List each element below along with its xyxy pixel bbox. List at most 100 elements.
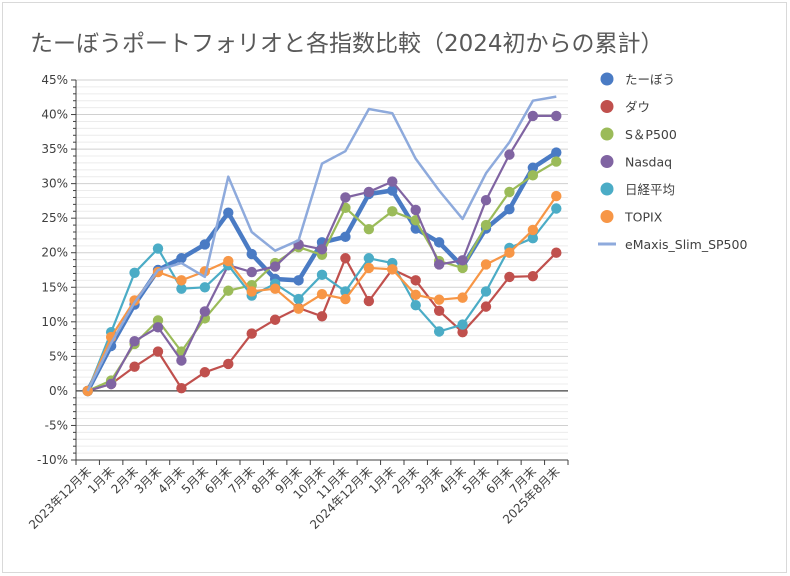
chart-title: たーぼうポートフォリオと各指数比較（2024初からの累計） <box>30 31 664 57</box>
data-point <box>82 385 93 397</box>
data-point <box>152 346 164 357</box>
data-point <box>457 262 468 274</box>
data-point <box>480 195 492 206</box>
legend-label: TOPIX <box>624 210 663 225</box>
series-line-6 <box>86 95 557 392</box>
legend-label: たーぼう <box>625 72 675 87</box>
data-point <box>363 295 375 307</box>
data-point <box>551 110 562 122</box>
y-tick-label: -5% <box>45 418 68 432</box>
data-point <box>527 233 539 244</box>
data-point <box>480 219 492 231</box>
data-point <box>433 294 445 305</box>
y-tick-label: 25% <box>41 211 68 225</box>
data-point <box>410 275 421 286</box>
data-point <box>223 255 234 267</box>
data-point <box>199 367 211 378</box>
data-point <box>457 326 468 338</box>
data-point <box>433 237 445 248</box>
data-point <box>293 293 304 305</box>
legend-swatch <box>600 72 614 86</box>
data-point <box>316 244 328 255</box>
data-point <box>340 293 351 305</box>
data-point <box>176 275 187 286</box>
data-point <box>363 224 375 235</box>
x-tick-labels: 2023年12月末1月末2月末3月末4月末5月末6月末7月末8月末9月末10月末… <box>26 464 562 532</box>
data-point <box>551 190 562 202</box>
data-point <box>457 292 468 303</box>
data-point <box>129 361 140 372</box>
y-tick-label: 15% <box>41 280 68 294</box>
data-point <box>551 203 562 214</box>
data-point <box>129 267 140 278</box>
data-point <box>223 358 234 370</box>
data-point <box>363 262 375 274</box>
data-point <box>387 176 398 187</box>
y-tick-label: 0% <box>49 384 68 398</box>
data-point <box>129 335 140 347</box>
data-point <box>223 285 234 296</box>
data-point <box>199 239 211 250</box>
legend-label: 日経平均 <box>625 182 675 197</box>
data-point <box>246 248 257 260</box>
y-tick-label: 35% <box>41 142 68 156</box>
data-point <box>410 204 421 216</box>
data-point <box>551 247 562 258</box>
data-point <box>504 149 515 160</box>
legend-swatch <box>600 127 614 141</box>
data-point <box>363 253 375 264</box>
legend-swatch <box>600 182 614 196</box>
legend-label: Nasdaq <box>625 155 672 170</box>
data-point <box>269 283 281 294</box>
data-point <box>199 306 211 317</box>
legend-label: eMaxis_Slim_SP500 <box>625 237 747 252</box>
data-point <box>176 382 187 394</box>
data-point <box>269 314 281 325</box>
data-point <box>504 204 515 215</box>
data-point <box>457 319 468 330</box>
data-point <box>152 322 164 333</box>
data-point <box>527 170 539 181</box>
data-point <box>527 224 539 236</box>
data-point <box>316 269 328 281</box>
data-point <box>551 147 562 158</box>
legend-swatch <box>600 155 614 168</box>
data-point <box>246 286 257 297</box>
y-tick-labels: 45% 40% 35% 30% 25% 20% 15% 10% 5% 0% -5% -10% <box>37 73 68 467</box>
data-point <box>410 300 421 311</box>
data-point <box>527 162 539 173</box>
y-tick-label: 40% <box>41 108 68 122</box>
data-point <box>480 286 492 297</box>
data-point <box>527 271 539 282</box>
data-point <box>387 185 398 196</box>
y-tick-label: -10% <box>37 453 68 467</box>
data-point <box>410 289 421 301</box>
data-point <box>433 259 445 270</box>
data-point <box>551 156 562 167</box>
legend-swatch <box>600 210 614 223</box>
data-point <box>269 261 281 272</box>
data-point <box>340 231 351 243</box>
axes <box>71 79 569 465</box>
data-point <box>363 186 375 198</box>
data-point <box>176 253 187 264</box>
data-point <box>504 271 515 283</box>
data-point <box>176 283 187 294</box>
data-point <box>504 186 515 198</box>
legend-label: ダウ <box>625 100 650 115</box>
data-point <box>105 378 117 390</box>
data-point <box>433 326 445 337</box>
data-point <box>457 255 468 266</box>
data-point <box>246 266 257 278</box>
data-point <box>433 305 445 316</box>
data-point <box>480 259 492 270</box>
y-tick-label: 5% <box>49 349 68 363</box>
data-point <box>293 275 304 286</box>
data-point <box>316 288 328 300</box>
legend-label: S＆P500 <box>625 127 677 142</box>
data-point <box>387 206 398 217</box>
data-point <box>223 207 234 218</box>
data-point <box>176 355 187 366</box>
